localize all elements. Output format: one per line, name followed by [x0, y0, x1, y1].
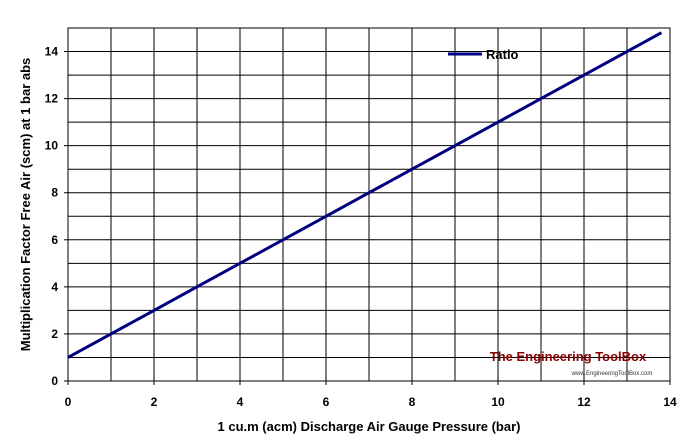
engineering-toolbox-logo: The Engineering ToolBox www.EngineeringT… — [490, 349, 653, 377]
series-layer — [67, 31, 663, 359]
logo-url: www.EngineeringToolBox.com — [571, 371, 653, 377]
y-tick-label: 4 — [51, 280, 58, 294]
y-tick-label: 2 — [51, 327, 58, 341]
y-tick-label: 6 — [51, 233, 58, 247]
y-tick-label: 14 — [45, 45, 59, 59]
x-tick-label: 12 — [577, 395, 591, 409]
x-tick-label: 10 — [491, 395, 505, 409]
plot-area — [67, 27, 671, 382]
y-tick-label: 0 — [51, 374, 58, 388]
x-tick-label: 14 — [663, 395, 677, 409]
grid — [67, 27, 671, 382]
x-tick-label: 2 — [151, 395, 158, 409]
y-axis-title: Multiplication Factor Free Air (scm) at … — [18, 58, 33, 352]
series-line-ratio — [67, 31, 663, 359]
x-tick-label: 6 — [323, 395, 330, 409]
y-tick-label: 12 — [45, 92, 59, 106]
x-tick-label: 4 — [237, 395, 244, 409]
y-axis: 0 2 4 6 8 10 12 14 — [45, 45, 68, 388]
x-tick-label: 0 — [65, 395, 72, 409]
y-tick-label: 8 — [51, 186, 58, 200]
x-tick-label: 8 — [409, 395, 416, 409]
y-tick-label: 10 — [45, 139, 59, 153]
x-axis: 0 2 4 6 8 10 12 14 — [65, 381, 677, 409]
legend-label-ratio: Ratio — [486, 47, 519, 62]
logo-title: The Engineering ToolBox — [490, 349, 647, 364]
x-axis-title: 1 cu.m (acm) Discharge Air Gauge Pressur… — [218, 419, 521, 434]
legend: Ratio — [448, 47, 519, 62]
